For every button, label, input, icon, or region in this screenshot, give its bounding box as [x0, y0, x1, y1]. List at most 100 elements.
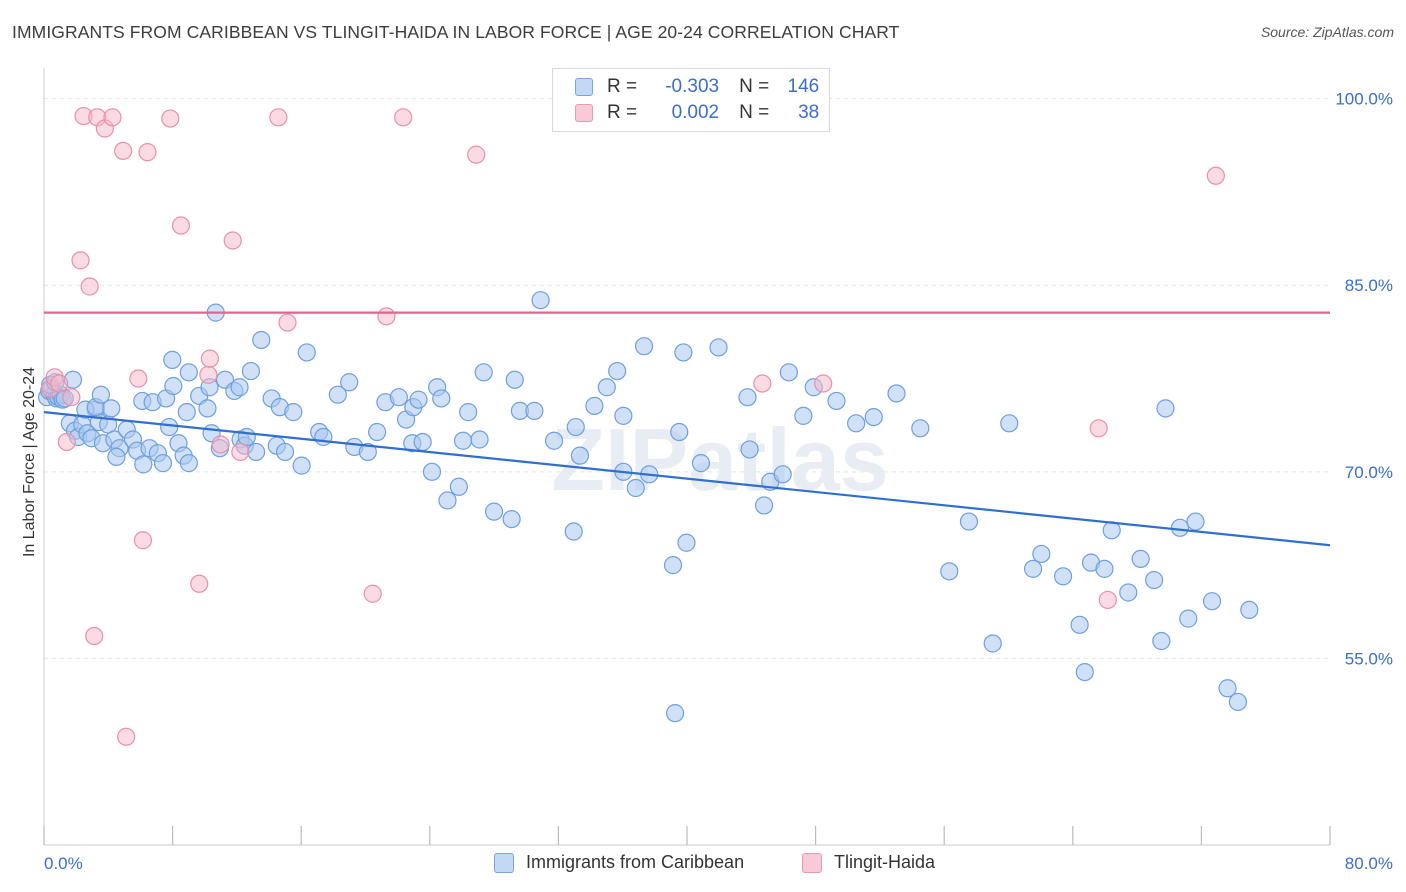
x-tick-label: 80.0%	[1345, 854, 1393, 873]
y-tick-label: 70.0%	[1345, 463, 1393, 482]
data-point-tlingit	[377, 307, 396, 326]
data-point-caribbean	[566, 417, 585, 437]
data-point-caribbean	[409, 390, 428, 409]
data-point-caribbean	[358, 442, 377, 462]
data-point-tlingit	[200, 349, 219, 368]
data-point-tlingit	[133, 531, 153, 550]
data-point-caribbean	[179, 363, 198, 382]
data-point-caribbean	[389, 388, 408, 407]
data-point-caribbean	[864, 407, 883, 427]
data-point-caribbean	[740, 440, 759, 459]
data-point-caribbean	[779, 363, 799, 382]
data-point-caribbean	[1240, 600, 1259, 620]
legend-swatch-pink	[575, 104, 593, 122]
data-point-caribbean	[107, 447, 126, 467]
y-axis-label: In Labor Force | Age 20-24	[21, 366, 38, 558]
data-point-caribbean	[275, 442, 295, 462]
data-point-caribbean	[691, 454, 711, 473]
data-point-caribbean	[453, 431, 473, 450]
data-point-caribbean	[164, 376, 183, 396]
data-point-tlingit	[394, 108, 413, 127]
data-point-caribbean	[241, 361, 261, 381]
data-point-caribbean	[597, 378, 616, 397]
data-point-tlingit	[138, 143, 157, 162]
data-point-caribbean	[328, 385, 347, 404]
data-point-tlingit	[50, 374, 69, 393]
correlation-legend: R = -0.303 N = 146 R = 0.002 N = 38	[552, 68, 830, 132]
data-point-caribbean	[674, 343, 693, 362]
data-point-caribbean	[314, 427, 333, 447]
data-point-caribbean	[177, 403, 196, 422]
data-point-tlingit	[117, 727, 136, 746]
data-point-caribbean	[1170, 518, 1190, 537]
data-point-tlingit	[814, 374, 833, 393]
y-tick-labels: 55.0% 70.0% 85.0% 100.0%	[1335, 90, 1393, 669]
data-point-caribbean	[1000, 414, 1019, 433]
data-point-caribbean	[585, 396, 604, 416]
data-point-caribbean	[940, 562, 959, 581]
data-point-caribbean	[983, 634, 1002, 653]
data-point-caribbean	[252, 330, 271, 350]
data-point-caribbean	[368, 422, 387, 442]
data-point-caribbean	[153, 454, 173, 473]
data-point-caribbean	[1095, 559, 1114, 578]
legend-r-label: R =	[607, 76, 638, 97]
data-point-caribbean	[1179, 609, 1198, 628]
bottom-legend-swatch-pink	[802, 852, 822, 873]
data-point-caribbean	[474, 363, 493, 382]
data-point-caribbean	[1202, 592, 1222, 611]
data-point-caribbean	[709, 338, 728, 357]
data-point-caribbean	[432, 389, 451, 408]
data-point-caribbean	[666, 704, 685, 723]
data-point-tlingit	[129, 369, 148, 388]
data-point-tlingit	[199, 365, 218, 384]
y-tick-label: 55.0%	[1345, 649, 1393, 668]
series-tlingit-points	[40, 90, 1225, 746]
y-tick-label: 85.0%	[1345, 276, 1393, 295]
data-point-caribbean	[502, 509, 521, 529]
data-point-caribbean	[959, 512, 979, 531]
data-point-tlingit	[171, 216, 191, 235]
bottom-legend-label: Immigrants from Caribbean	[526, 852, 745, 872]
data-point-tlingit	[80, 277, 99, 296]
data-point-caribbean	[91, 385, 111, 404]
data-point-caribbean	[794, 406, 813, 425]
data-point-caribbean	[470, 430, 489, 449]
data-point-caribbean	[292, 456, 311, 475]
data-point-caribbean	[297, 343, 316, 362]
data-point-tlingit	[103, 108, 122, 127]
legend-n-label: N =	[739, 76, 770, 97]
data-point-tlingit	[269, 108, 288, 127]
bottom-legend-swatch-blue	[494, 852, 514, 873]
legend-n-label: N =	[739, 102, 770, 123]
data-point-tlingit	[1098, 590, 1117, 610]
data-point-tlingit	[753, 374, 772, 393]
data-point-caribbean	[340, 373, 359, 392]
data-point-caribbean	[484, 502, 504, 521]
data-point-tlingit	[1206, 166, 1225, 185]
legend-swatch-blue	[575, 78, 593, 96]
data-point-caribbean	[1075, 662, 1094, 682]
data-point-caribbean	[1156, 399, 1175, 418]
data-point-tlingit	[114, 141, 133, 161]
data-point-caribbean	[663, 556, 683, 575]
data-point-caribbean	[1119, 583, 1138, 602]
legend-n-value: 38	[798, 102, 820, 123]
data-point-caribbean	[564, 522, 583, 541]
data-point-tlingit	[62, 388, 81, 407]
data-point-caribbean	[670, 422, 689, 442]
data-point-caribbean	[614, 406, 633, 425]
data-point-caribbean	[887, 384, 906, 403]
data-point-caribbean	[1186, 512, 1205, 531]
data-point-tlingit	[363, 584, 382, 603]
bottom-legend-label: Tlingit-Haida	[834, 852, 936, 872]
data-point-caribbean	[246, 442, 266, 462]
data-point-caribbean	[738, 388, 757, 407]
data-point-tlingit	[190, 574, 209, 593]
data-point-caribbean	[531, 291, 550, 310]
data-point-caribbean	[1145, 570, 1164, 590]
chart-title: IMMIGRANTS FROM CARIBBEAN VS TLINGIT-HAI…	[12, 22, 900, 42]
data-point-caribbean	[198, 399, 217, 418]
data-point-caribbean	[1070, 615, 1089, 634]
